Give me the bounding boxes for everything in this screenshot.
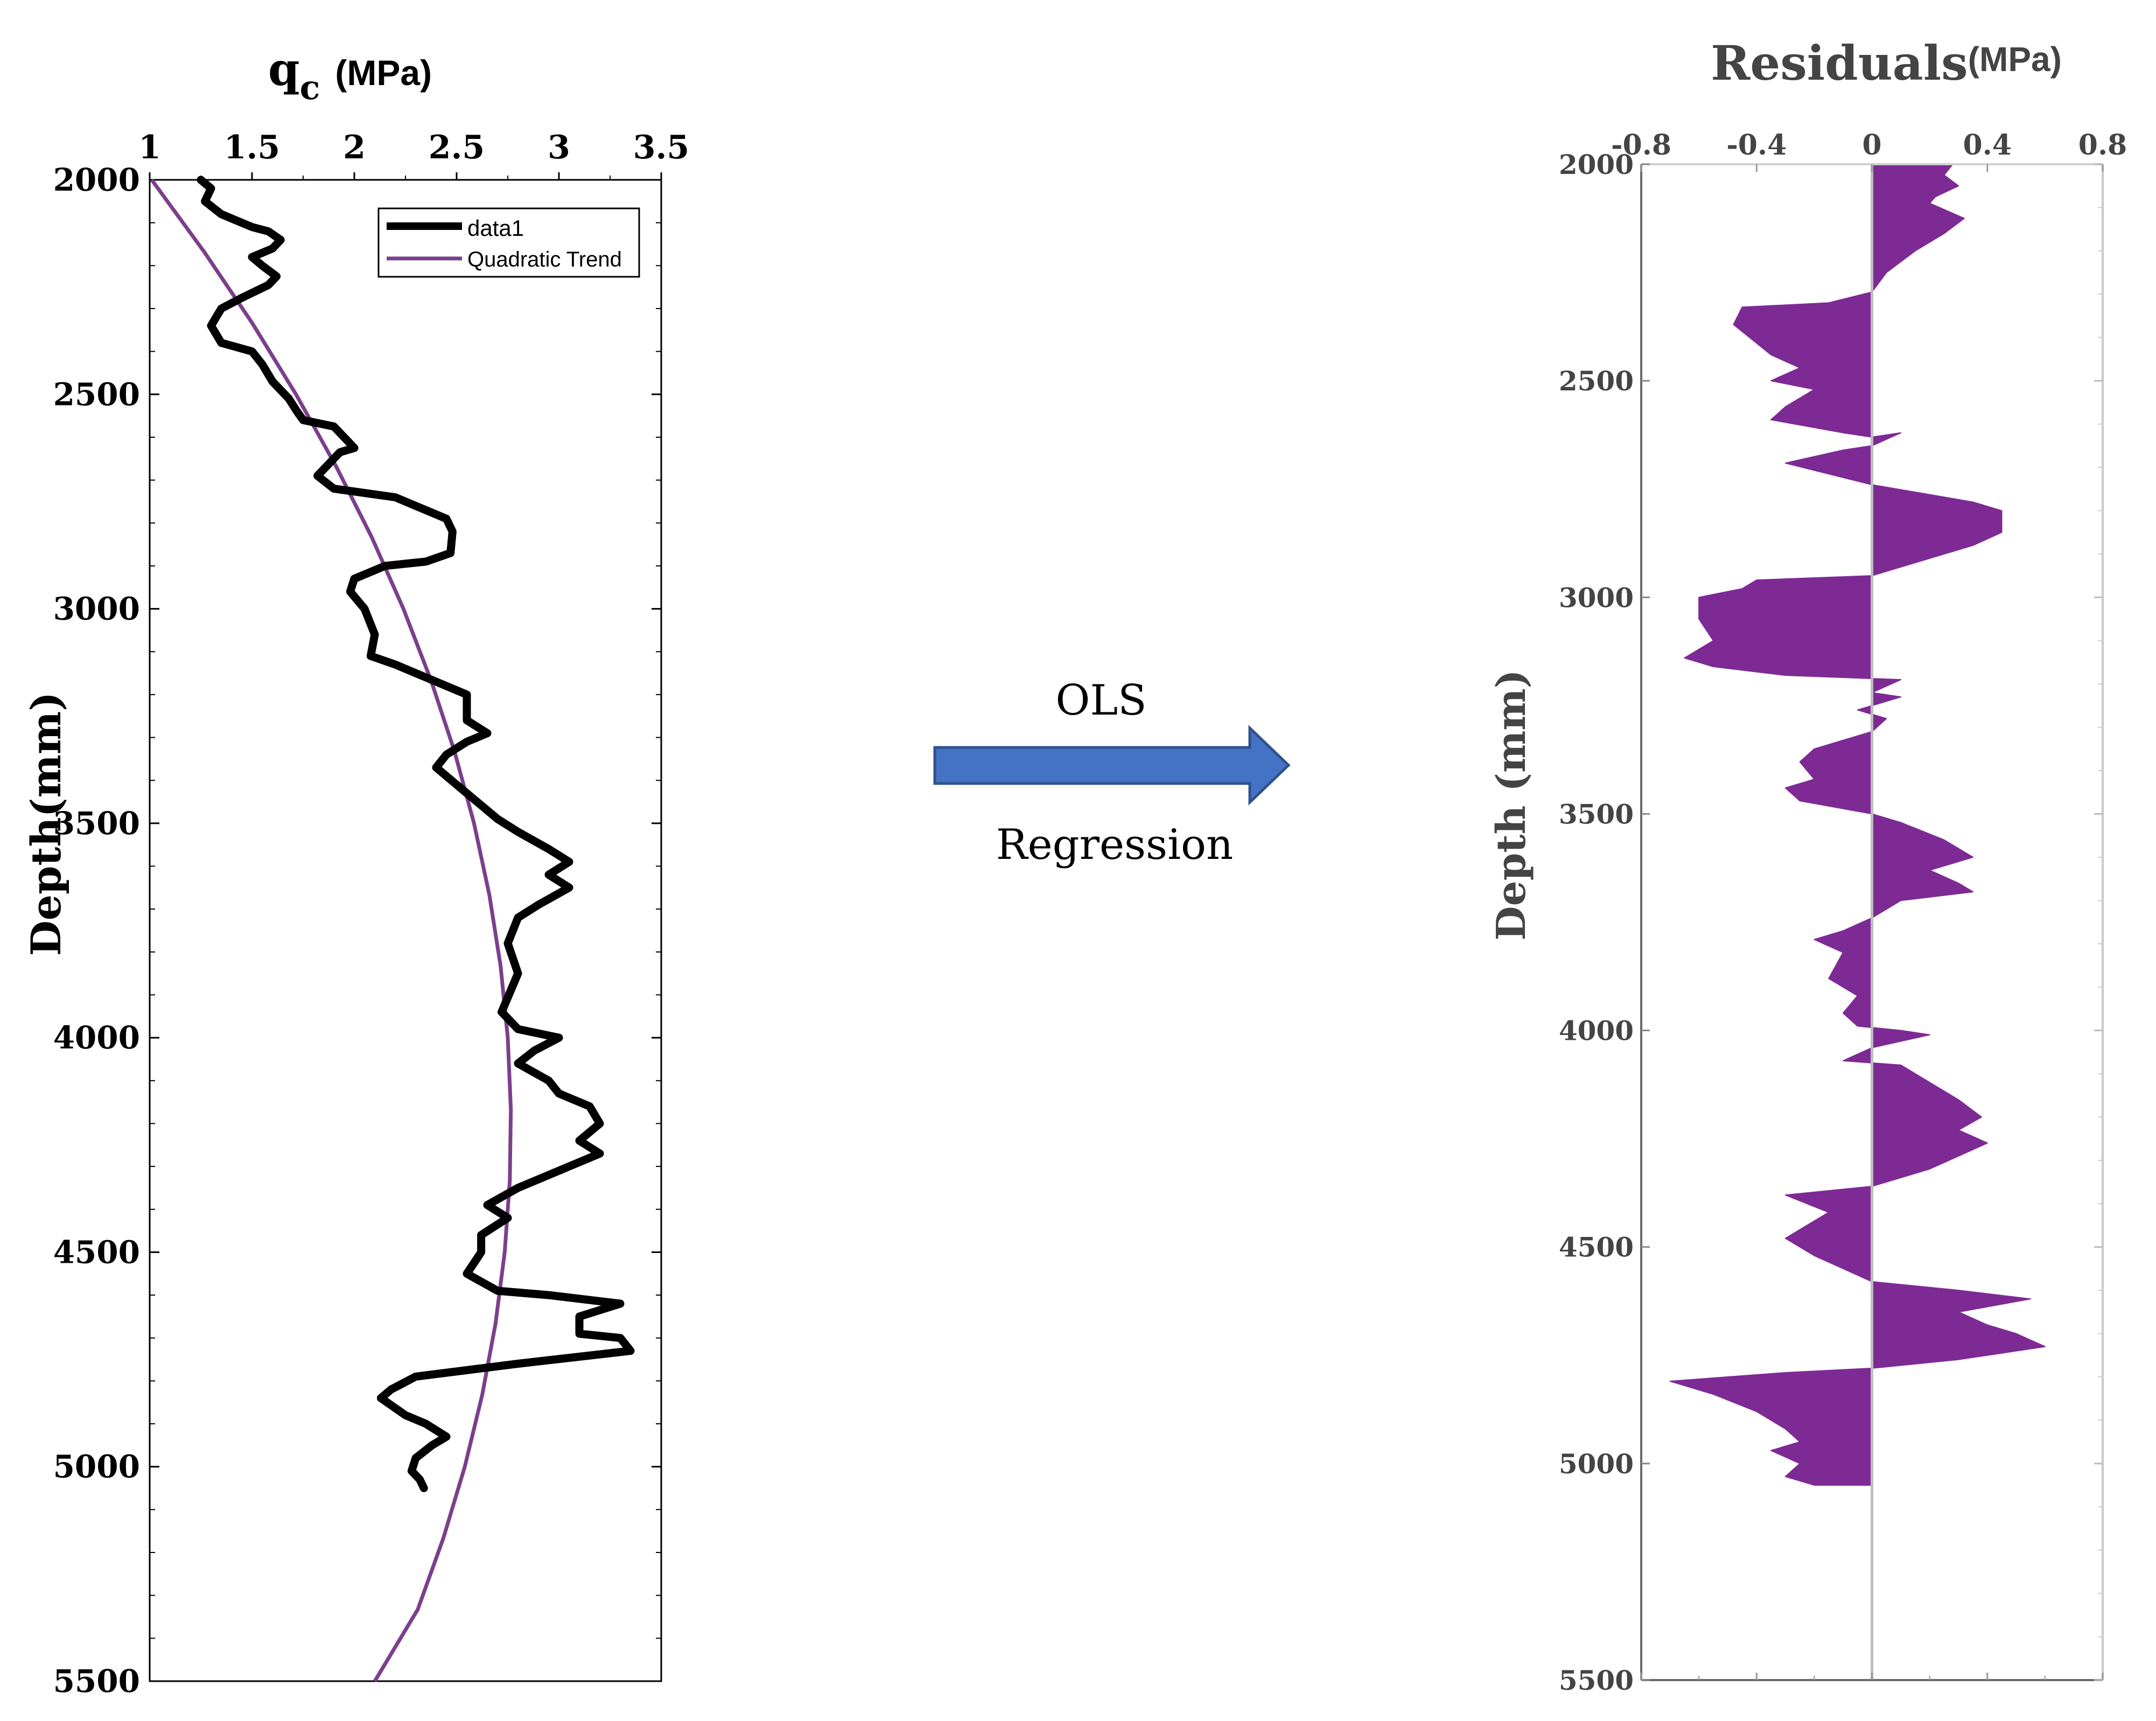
qc-y-tick-label: 4000 <box>53 1019 140 1056</box>
legend-label-data1: data1 <box>467 215 524 241</box>
residuals-chart-ylabel: Depth (mm) <box>1488 669 1535 940</box>
qc-chart-plot-area <box>149 179 662 1682</box>
qc-x-tick-label: 1.5 <box>224 129 280 166</box>
qc-y-tick-label: 3500 <box>53 805 140 842</box>
qc-y-tick-label: 4500 <box>53 1234 140 1270</box>
qc-x-tick-label: 3.5 <box>633 129 689 166</box>
residuals-chart-axes <box>1640 163 2104 1681</box>
residuals-y-tick-label: 3500 <box>1559 798 1634 830</box>
residuals-y-tick-label: 2000 <box>1559 149 1634 180</box>
residuals-y-tick-label: 5500 <box>1559 1664 1634 1696</box>
ols-regression-arrow: OLS Regression <box>933 676 1291 869</box>
residuals-x-tick-label: 0 <box>1862 129 1881 162</box>
residuals-x-tick-label: -0.4 <box>1726 129 1787 162</box>
residuals-y-tick-label: 3000 <box>1559 582 1634 613</box>
qc-y-tick-label: 3000 <box>53 591 140 627</box>
residuals-chart-title: Residuals(MPa) <box>1711 35 2062 91</box>
residuals-chart: Residuals(MPa) Depth (mm) -0.8 -0.4 0 0.4 0.… <box>1488 35 2127 1696</box>
qc-chart-axes <box>149 172 662 1682</box>
qc-x-tick-label: 3 <box>548 129 570 166</box>
qc-y-tick-label: 2500 <box>53 376 140 412</box>
qc-y-tick-label: 5000 <box>53 1449 140 1485</box>
residuals-y-tick-label: 5000 <box>1559 1448 1634 1480</box>
residuals-chart-tick-labels: -0.8 -0.4 0 0.4 0.8 2000 2500 3000 3500 4000 4500 5… <box>1559 129 2127 1696</box>
residuals-y-tick-label: 4000 <box>1559 1015 1634 1047</box>
arrow-label-bottom: Regression <box>996 821 1233 869</box>
qc-chart: qc (MPa) Depth(mm) 1 1.5 2 2.5 3 3.5 2000 2500 30… <box>22 43 689 1699</box>
qc-chart-title: qc (MPa) <box>268 43 432 107</box>
residuals-chart-series <box>1669 164 2046 1486</box>
arrow-shape <box>933 725 1291 806</box>
arrow-label-top: OLS <box>1055 676 1146 725</box>
qc-y-tick-label: 2000 <box>53 162 140 198</box>
legend-label-quadratic-trend: Quadratic Trend <box>467 248 622 271</box>
qc-x-tick-label: 2 <box>343 129 366 166</box>
qc-x-tick-label: 2.5 <box>429 129 485 166</box>
qc-y-tick-label: 5500 <box>53 1663 140 1699</box>
residuals-x-tick-label: 0.8 <box>2078 129 2127 162</box>
quadratic-trend-line <box>150 178 513 1682</box>
qc-chart-ylabel: Depth(mm) <box>22 692 70 956</box>
qc-chart-series <box>150 176 635 1682</box>
qc-chart-tick-labels: 1 1.5 2 2.5 3 3.5 2000 2500 3000 3500 4000 4500 5000… <box>53 129 690 1699</box>
residuals-y-tick-label: 4500 <box>1559 1232 1634 1263</box>
residuals-area <box>1669 164 2046 1486</box>
qc-x-tick-label: 1 <box>138 129 161 166</box>
data1-line <box>197 176 635 1492</box>
residuals-x-tick-label: 0.4 <box>1963 129 2012 162</box>
qc-chart-legend: data1 Quadratic Trend <box>377 207 640 278</box>
residuals-y-tick-label: 2500 <box>1559 365 1634 397</box>
residuals-x-tick-label: -0.8 <box>1611 129 1671 162</box>
legend-box <box>377 207 640 278</box>
